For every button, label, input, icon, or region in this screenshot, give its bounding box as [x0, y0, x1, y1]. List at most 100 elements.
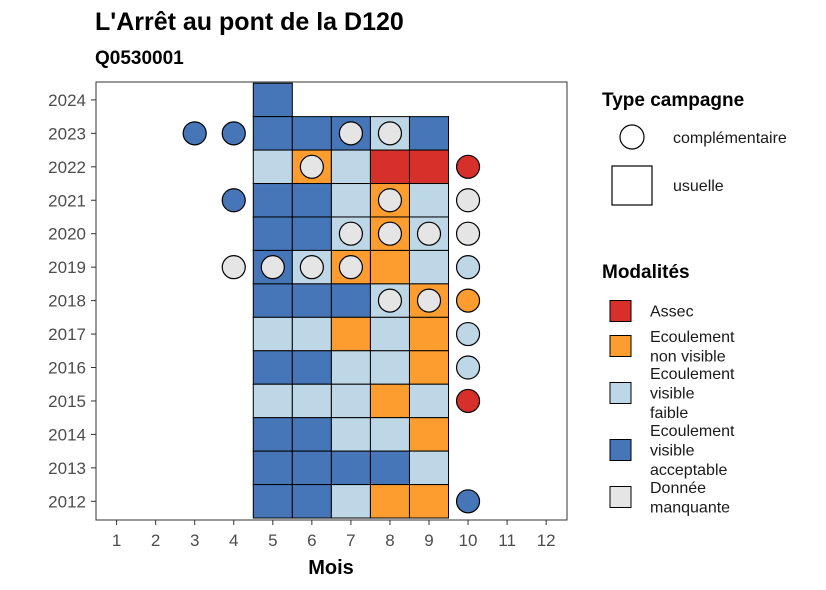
tile-2022-m9 [408, 149, 450, 185]
tile-2018-m6 [291, 283, 332, 318]
x-tick-label-3: 3 [190, 531, 199, 550]
point-2023-m3 [182, 121, 207, 146]
point-2019-m5 [260, 255, 285, 280]
tile-2023-m9 [408, 116, 450, 151]
point-2012-m10 [455, 489, 481, 514]
tile-2021-m7 [330, 183, 371, 218]
point-2021-m10 [455, 188, 481, 213]
y-tick-label-2016: 2016 [48, 359, 86, 378]
tile-2015-m7 [330, 383, 371, 419]
x-axis: 1 2 3 4 5 6 7 8 9 10 11 12 [112, 520, 556, 550]
legend-label-assec-line1: Assec [650, 304, 694, 321]
tile-2012-m9 [408, 484, 450, 519]
y-tick-label-2013: 2013 [48, 459, 86, 478]
legend-key-ecoulement-visible-acceptable [609, 439, 632, 461]
tile-2019-m9 [408, 249, 450, 285]
legend-square-symbol [611, 165, 653, 206]
point-2019-m7 [338, 255, 363, 280]
tile-2017-m6 [291, 316, 332, 352]
tile-2023-m5 [252, 116, 293, 151]
tile-2014-m5 [252, 417, 293, 452]
x-tick-label-12: 12 [537, 531, 556, 550]
tile-2012-m7 [330, 484, 371, 519]
y-tick-label-2023: 2023 [48, 124, 86, 143]
point-2018-m9 [416, 288, 442, 313]
legend-modalites-title: Modalités [602, 262, 690, 283]
point-2016-m10 [455, 355, 481, 380]
tile-2021-m6 [291, 183, 332, 218]
y-tick-label-2020: 2020 [48, 225, 86, 244]
tile-2017-m9 [408, 316, 450, 352]
tile-2017-m5 [252, 316, 293, 352]
point-2021-m4 [221, 188, 246, 213]
tile-2020-m6 [291, 216, 332, 251]
tile-2019-m8 [369, 249, 410, 285]
x-tick-label-11: 11 [498, 531, 516, 550]
tile-2015-m8 [369, 383, 410, 419]
tile-2012-m6 [291, 484, 332, 519]
x-tick-label-2: 2 [151, 531, 160, 550]
point-2018-m8 [377, 288, 403, 313]
x-tick-label-9: 9 [424, 531, 433, 550]
tile-2016-m8 [369, 350, 410, 385]
point-2022-m10 [455, 154, 481, 179]
legend-key-donnee-manquante [609, 486, 632, 508]
y-tick-label-2012: 2012 [48, 492, 86, 511]
tile-2022-m5 [252, 149, 293, 185]
legend-label-donnee-manquante-line2: manquante [650, 499, 730, 516]
tile-2013-m6 [291, 450, 332, 486]
legend-type-complementaire: complémentaire [673, 130, 787, 147]
point-2020-m7 [338, 221, 363, 246]
tile-2013-m9 [408, 450, 450, 486]
y-tick-label-2021: 2021 [48, 191, 86, 210]
legend-label-ecoulement-visible-acceptable-line1: Ecoulement [650, 423, 735, 440]
tile-2013-m7 [330, 450, 371, 486]
x-tick-label-8: 8 [385, 531, 394, 550]
tile-2014-m8 [369, 417, 410, 452]
point-2017-m10 [455, 321, 481, 347]
tile-2017-m7 [330, 316, 371, 352]
legend-label-donnee-manquante-line1: Donnée [650, 480, 706, 497]
point-2015-m10 [455, 388, 481, 414]
point-2021-m8 [377, 188, 403, 213]
tile-2013-m5 [252, 450, 293, 486]
x-tick-label-10: 10 [459, 531, 478, 550]
x-tick-label-5: 5 [268, 531, 277, 550]
tile-2014-m9 [408, 417, 450, 452]
legend-label-ecoulement-visible-faible-line1: Ecoulement [650, 366, 735, 383]
tile-2015-m5 [252, 383, 293, 419]
y-tick-label-2024: 2024 [48, 91, 86, 110]
tile-2018-m7 [330, 283, 371, 318]
legend-key-ecoulement-non-visible [609, 335, 632, 357]
legend-key-ecoulement-visible-faible [609, 382, 632, 404]
legend-label-ecoulement-visible-acceptable-line3: acceptable [650, 462, 727, 479]
x-tick-label-4: 4 [229, 531, 238, 550]
tile-2016-m6 [291, 350, 332, 385]
tile-2024-m5 [252, 82, 293, 118]
point-2020-m8 [377, 221, 403, 246]
point-2020-m10 [455, 221, 481, 246]
tile-2015-m9 [408, 383, 450, 419]
legend-label-ecoulement-non-visible-line2: non visible [650, 348, 726, 365]
tile-2020-m5 [252, 216, 293, 251]
point-2019-m6 [299, 255, 324, 280]
tile-2014-m6 [291, 417, 332, 452]
tile-2014-m7 [330, 417, 371, 452]
y-tick-label-2015: 2015 [48, 392, 86, 411]
point-2019-m4 [221, 255, 246, 280]
tile-2017-m8 [369, 316, 410, 352]
x-tick-label-1: 1 [112, 531, 121, 550]
legend-label-ecoulement-visible-faible-line2: visible [650, 386, 695, 403]
chart-subtitle: Q0530001 [95, 48, 184, 69]
legend-type-campagne: Type campagne complémentaire usuelle [602, 90, 787, 206]
point-2020-m9 [416, 221, 442, 246]
tile-2022-m8 [369, 149, 410, 185]
y-tick-label-2019: 2019 [48, 258, 86, 277]
legend-circle-symbol [619, 124, 645, 150]
tile-2021-m5 [252, 183, 293, 218]
point-2023-m7 [338, 121, 363, 146]
legend-key-assec [609, 300, 632, 322]
y-axis: 2012 2013 2014 2015 2016 2017 2018 2019 2020 2021… [48, 91, 96, 511]
